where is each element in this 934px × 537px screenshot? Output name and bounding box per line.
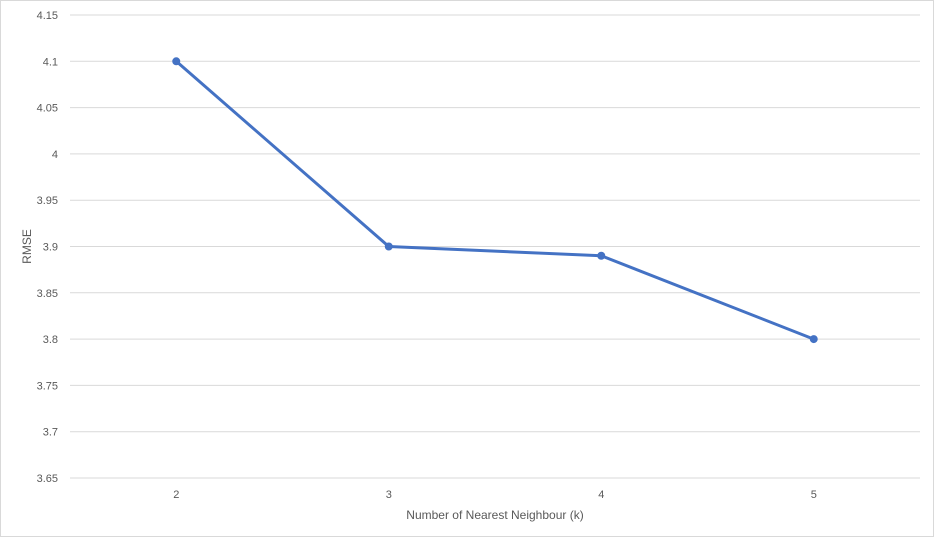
data-point	[172, 57, 181, 66]
x-tick-label: 3	[386, 489, 392, 501]
x-tick-label: 5	[811, 489, 817, 501]
y-tick-label: 3.9	[43, 242, 58, 254]
y-tick-label: 4.1	[43, 56, 58, 68]
y-axis-title: RMSE	[20, 229, 34, 264]
y-tick-label: 4.05	[37, 103, 58, 115]
x-tick-label: 2	[173, 489, 179, 501]
y-axis-ticks: 3.65 3.7 3.75 3.8 3.85 3.9 3.95 4 4.05 4.1 4.15	[37, 10, 58, 485]
x-axis-title: Number of Nearest Neighbour (k)	[406, 508, 583, 522]
y-tick-label: 3.65	[37, 473, 58, 485]
y-tick-label: 3.8	[43, 334, 58, 346]
x-axis-ticks: 2 3 4 5	[173, 489, 817, 501]
y-tick-label: 3.95	[37, 195, 58, 207]
gridlines	[70, 14, 920, 479]
data-point	[809, 335, 818, 344]
y-tick-label: 4.15	[37, 10, 58, 22]
series-line	[174, 59, 816, 341]
y-tick-label: 3.85	[37, 288, 58, 300]
x-tick-label: 4	[598, 489, 604, 501]
y-tick-label: 3.75	[37, 380, 58, 392]
y-tick-label: 3.7	[43, 427, 58, 439]
y-tick-label: 4	[52, 149, 58, 161]
series-layer	[172, 57, 818, 344]
data-point	[597, 251, 606, 260]
data-point	[384, 242, 393, 251]
